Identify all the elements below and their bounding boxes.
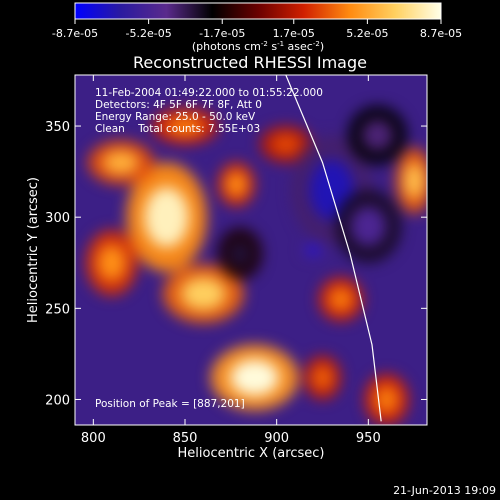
x-axis-ticks: 800 850 900 950 xyxy=(81,75,381,446)
peak-position: Position of Peak = [887,201] xyxy=(95,398,245,410)
chart-title: Reconstructed RHESSI Image xyxy=(133,53,367,72)
heatmap-blob-core xyxy=(166,116,204,137)
y-axis-ticks: 200 250 300 350 xyxy=(45,120,427,408)
heatmap-blob-core xyxy=(226,172,247,197)
info-annotation: 11-Feb-2004 01:49:22.000 to 01:55:22.000… xyxy=(95,87,323,135)
heatmap-blob-core xyxy=(230,359,279,396)
y-tick-label: 300 xyxy=(45,211,70,226)
info-line-detectors: Detectors: 4F 5F 6F 7F 8F, Att 0 xyxy=(95,99,262,111)
colorbar-ticks xyxy=(74,19,442,24)
y-tick-label: 250 xyxy=(45,302,70,317)
x-tick-label: 850 xyxy=(173,431,198,446)
x-axis-label: Heliocentric X (arcsec) xyxy=(178,446,325,461)
heatmap-blob-core xyxy=(328,287,353,312)
x-tick-label: 900 xyxy=(264,431,289,446)
heatmap-blob-core xyxy=(312,365,333,390)
heatmap-image xyxy=(75,75,427,425)
heatmap-blob-core xyxy=(361,119,394,152)
colorbar-tick-labels: -8.7e-05 -5.2e-05 -1.7e-05 1.7e-05 5.2e-05 8.… xyxy=(52,27,462,40)
heatmap-blob-core xyxy=(307,245,320,255)
x-tick-label: 800 xyxy=(81,431,106,446)
colorbar-tick-label: -5.2e-05 xyxy=(126,27,172,40)
x-tick-label: 950 xyxy=(356,431,381,446)
colorbar-tick-label: -1.7e-05 xyxy=(199,27,245,40)
heatmap-blob-core xyxy=(350,206,387,247)
info-line-time: 11-Feb-2004 01:49:22.000 to 01:55:22.000 xyxy=(95,87,323,99)
y-axis-label: Heliocentric Y (arcsec) xyxy=(26,177,41,323)
heatmap-features xyxy=(86,105,427,425)
heatmap-blob-core xyxy=(181,277,226,310)
colorbar-units: (photons cm-2 s-1 asec-2) xyxy=(192,40,324,53)
colorbar-tick-label: 5.2e-05 xyxy=(346,27,388,40)
heatmap-blob-core xyxy=(144,187,189,248)
colorbar xyxy=(74,2,442,20)
plot-frame xyxy=(74,74,428,426)
heatmap-blob-core xyxy=(102,150,139,175)
y-tick-label: 200 xyxy=(45,393,70,408)
info-line-counts: Clean Total counts: 7.55E+03 xyxy=(95,123,260,135)
footer-date: 21-Jun-2013 19:09 xyxy=(393,484,496,497)
heatmap-blob-core xyxy=(97,244,126,281)
info-line-energy: Energy Range: 25.0 - 50.0 keV xyxy=(95,111,256,123)
colorbar-tick-label: -8.7e-05 xyxy=(52,27,98,40)
heatmap-blob-core xyxy=(374,385,399,414)
solar-limb-curve xyxy=(285,75,382,422)
y-tick-label: 350 xyxy=(45,120,70,135)
colorbar-tick-label: 1.7e-05 xyxy=(273,27,315,40)
colorbar-tick-label: 8.7e-05 xyxy=(420,27,462,40)
heatmap-blob-core xyxy=(404,162,425,199)
heatmap-blob-core xyxy=(227,239,253,268)
heatmap-blob-core xyxy=(271,134,300,155)
